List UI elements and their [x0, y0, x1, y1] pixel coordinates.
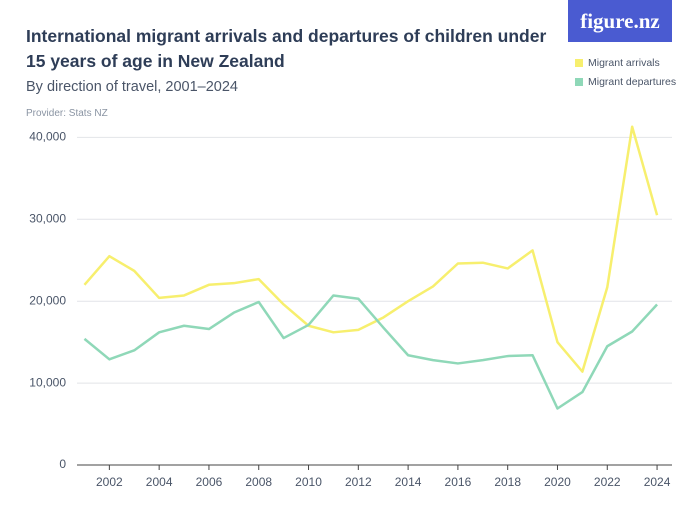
x-tick-label: 2022: [594, 475, 621, 489]
x-tick-label: 2002: [96, 475, 123, 489]
x-tick-label: 2024: [644, 475, 671, 489]
x-tick-label: 2018: [494, 475, 521, 489]
x-tick-label: 2006: [196, 475, 223, 489]
x-tick-label: 2012: [345, 475, 372, 489]
x-tick-label: 2020: [544, 475, 571, 489]
x-tick-label: 2004: [146, 475, 173, 489]
legend-swatch: [575, 59, 583, 67]
y-tick-label: 30,000: [29, 211, 66, 225]
legend-swatch: [575, 78, 583, 86]
provider: Provider: Stats NZ: [26, 108, 108, 119]
legend-label: Migrant departures: [588, 76, 676, 88]
chart-title: International migrant arrivals and depar…: [26, 26, 547, 71]
chart-subtitle: By direction of travel, 2001–2024: [26, 79, 238, 95]
legend: Migrant arrivals Migrant departures: [575, 57, 676, 88]
y-tick-label: 20,000: [29, 293, 66, 307]
y-tick-label: 0: [59, 457, 66, 471]
x-tick-label: 2014: [395, 475, 422, 489]
line: [83, 294, 658, 410]
x-tick-label: 2008: [245, 475, 272, 489]
legend-label: Migrant arrivals: [588, 57, 660, 69]
y-tick-label: 40,000: [29, 130, 66, 144]
logo[interactable]: figure.nz: [568, 0, 672, 42]
line: [83, 125, 659, 373]
x-tick-label: 2016: [445, 475, 472, 489]
y-tick-label: 10,000: [29, 375, 66, 389]
x-tick-label: 2010: [295, 475, 322, 489]
